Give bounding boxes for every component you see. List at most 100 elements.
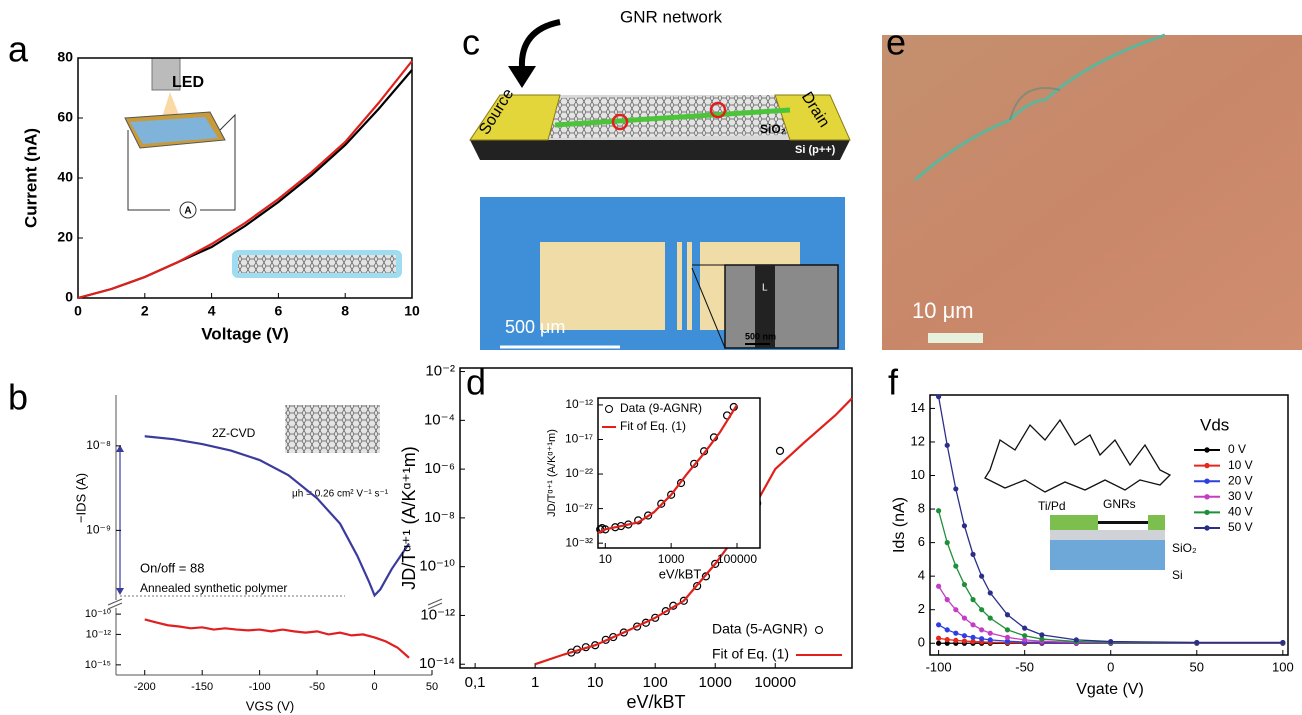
annotation: SiO₂ bbox=[1172, 541, 1197, 555]
data-point bbox=[937, 395, 941, 399]
data-point bbox=[954, 487, 958, 491]
x-tick-label: -200 bbox=[134, 681, 156, 693]
data-point bbox=[962, 634, 966, 638]
annotation: A bbox=[184, 206, 191, 217]
y-tick-label: 10⁻²⁷ bbox=[565, 501, 593, 515]
x-tick-label: 100 bbox=[643, 674, 668, 691]
y-tick-label: 12 bbox=[911, 433, 925, 448]
x-tick-label: 100000 bbox=[717, 552, 757, 566]
data-point bbox=[945, 628, 949, 632]
y-axis-label: −IDS (A) bbox=[73, 473, 88, 523]
y-tick-label: 2 bbox=[918, 601, 925, 616]
y-tick-label: 10⁻¹⁷ bbox=[565, 432, 593, 446]
x-tick-label: 100 bbox=[1272, 659, 1294, 674]
data-point bbox=[1040, 633, 1044, 637]
data-point bbox=[1023, 626, 1027, 630]
legend-label: Fit of Eq. (1) bbox=[712, 646, 789, 662]
legend-marker bbox=[1205, 479, 1209, 483]
x-axis-label: eV/kBT bbox=[659, 566, 702, 581]
annotation: Annealed synthetic polymer bbox=[140, 581, 287, 595]
y-tick-label: 10⁻¹⁰ bbox=[85, 608, 112, 620]
scale-bar-label: 500 μm bbox=[505, 317, 565, 337]
data-point bbox=[945, 598, 949, 602]
data-point bbox=[1040, 637, 1044, 641]
y-tick-label: 10⁻⁴ bbox=[424, 411, 455, 428]
x-tick-label: -50 bbox=[309, 681, 325, 693]
panel-c: GNR network Source Drain SiO₂ Si (p++) 5… bbox=[462, 7, 850, 350]
x-tick-label: 1000 bbox=[699, 674, 732, 691]
data-point bbox=[954, 631, 958, 635]
data-point bbox=[971, 598, 975, 602]
x-axis-label: Vgate (V) bbox=[1076, 681, 1144, 698]
x-tick-label: 6 bbox=[275, 303, 283, 319]
data-point bbox=[971, 552, 975, 556]
oxide-label: SiO₂ bbox=[760, 122, 786, 136]
y-axis-label: JD/Tᵅ⁺¹ (A/Kᵅ⁺¹m) bbox=[546, 429, 558, 517]
x-axis-label: VGS (V) bbox=[246, 698, 294, 713]
y-tick-label: 10⁻⁸ bbox=[86, 438, 111, 452]
legend-marker bbox=[1205, 463, 1209, 467]
data-point bbox=[954, 608, 958, 612]
data-point bbox=[962, 639, 966, 643]
data-point bbox=[1005, 613, 1009, 617]
y-tick-label: 10⁻¹⁰ bbox=[419, 558, 455, 575]
annotation: GNRs bbox=[1103, 497, 1136, 511]
data-point bbox=[937, 509, 941, 513]
legend-title: Vds bbox=[1200, 415, 1229, 434]
arrow-label: GNR network bbox=[620, 7, 723, 26]
data-point bbox=[971, 635, 975, 639]
x-tick-label: 4 bbox=[208, 303, 216, 319]
legend-label: Data (5-AGNR) bbox=[712, 621, 808, 637]
legend-marker bbox=[816, 627, 823, 634]
x-axis-label: eV/kBT bbox=[626, 692, 685, 712]
x-tick-label: -100 bbox=[926, 659, 952, 674]
panel-letter: a bbox=[8, 29, 29, 70]
data-point bbox=[776, 447, 783, 454]
data-point bbox=[962, 583, 966, 587]
y-tick-label: 14 bbox=[911, 400, 925, 415]
inset-scale-bar-label: 500 nm bbox=[745, 331, 776, 341]
data-point bbox=[1023, 634, 1027, 638]
panel-letter: c bbox=[462, 22, 480, 63]
data-point bbox=[980, 637, 984, 641]
data-point bbox=[1005, 635, 1009, 639]
x-tick-label: 10000 bbox=[754, 674, 796, 691]
y-axis-label: Ids (nA) bbox=[891, 497, 908, 553]
y-tick-label: 10⁻¹⁴ bbox=[419, 655, 455, 672]
panel-letter: d bbox=[466, 362, 486, 403]
y-tick-label: 10⁻² bbox=[425, 363, 455, 380]
data-point bbox=[937, 623, 941, 627]
data-point bbox=[988, 591, 992, 595]
y-tick-label: 0 bbox=[65, 289, 73, 305]
x-tick-label: 10 bbox=[587, 674, 604, 691]
gap-label: L bbox=[762, 283, 768, 294]
data-point bbox=[1195, 640, 1199, 644]
data-point bbox=[1005, 628, 1009, 632]
x-tick-label: 0 bbox=[74, 303, 82, 319]
annotation: 2Z-CVD bbox=[212, 426, 256, 440]
panel-e: 10 μm e bbox=[882, 22, 1302, 350]
y-tick-label: 8 bbox=[918, 501, 925, 516]
legend-label: 0 V bbox=[1228, 442, 1246, 456]
data-point bbox=[988, 616, 992, 620]
data-point bbox=[971, 640, 975, 644]
y-axis-label: Current (nA) bbox=[21, 128, 40, 228]
annotation: Si bbox=[1172, 568, 1183, 582]
data-point bbox=[1023, 638, 1027, 642]
x-axis-label: Voltage (V) bbox=[201, 324, 289, 343]
y-tick-label: 60 bbox=[57, 109, 73, 125]
data-point bbox=[980, 608, 984, 612]
y-tick-label: 10⁻¹² bbox=[86, 628, 112, 640]
x-tick-label: 0 bbox=[371, 681, 377, 693]
legend-marker bbox=[1205, 495, 1209, 499]
legend-label: 30 V bbox=[1228, 489, 1253, 503]
data-point bbox=[937, 584, 941, 588]
x-tick-label: 10 bbox=[599, 552, 613, 566]
x-tick-label: 0 bbox=[1107, 659, 1114, 674]
y-tick-label: 40 bbox=[57, 169, 73, 185]
y-tick-label: 0 bbox=[918, 635, 925, 650]
legend-marker bbox=[1205, 448, 1209, 452]
data-point bbox=[937, 641, 941, 645]
legend-label: 40 V bbox=[1228, 505, 1253, 519]
y-tick-label: 10⁻⁹ bbox=[86, 523, 111, 537]
